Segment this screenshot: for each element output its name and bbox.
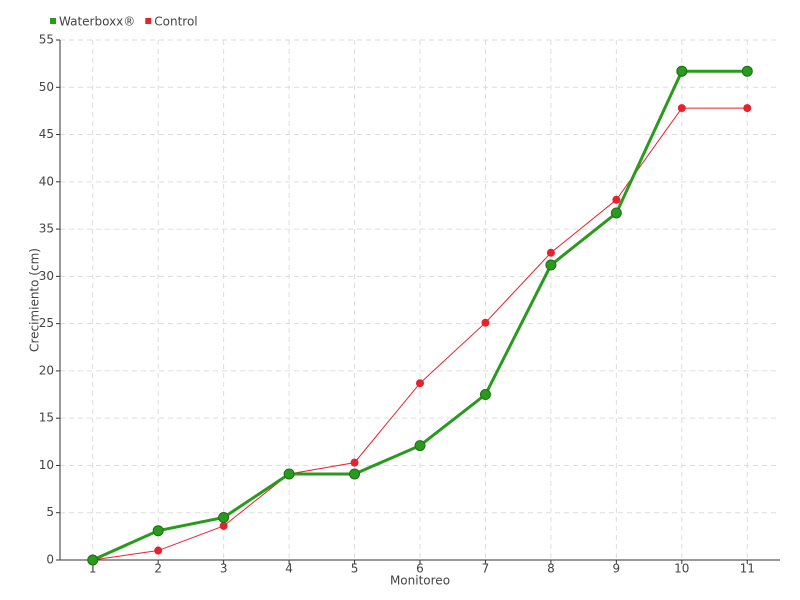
x-tick-label: 11 [740,562,755,576]
x-tick-label: 1 [89,562,97,576]
y-tick-label: 30 [39,269,54,283]
y-tick-label: 55 [39,33,54,47]
y-tick-label: 40 [39,174,54,188]
legend-swatch [50,18,56,24]
y-axis-label: Crecimiento (cm) [28,248,42,352]
data-point [610,207,622,219]
data-point [479,389,491,401]
x-tick-label: 5 [351,562,359,576]
y-tick-label: 20 [39,363,54,377]
series-line [92,69,748,562]
data-point [612,195,621,204]
data-point [677,104,686,113]
data-point [481,318,490,327]
data-point [743,104,752,113]
x-tick-label: 2 [154,562,162,576]
y-tick-label: 15 [39,411,54,425]
data-point [87,554,99,566]
x-tick-label: 8 [547,562,555,576]
x-tick-label: 3 [220,562,228,576]
x-tick-label: 6 [416,562,424,576]
data-point [154,546,163,555]
data-point [219,521,228,530]
legend-swatch [145,18,152,24]
data-point [545,259,557,271]
y-tick-label: 35 [39,222,54,236]
y-tick-label: 45 [39,127,54,141]
data-point [741,65,753,77]
data-point [676,65,688,77]
data-point [283,468,295,480]
data-point [416,379,424,388]
data-point [546,248,555,257]
data-point [218,511,230,523]
x-tick-label: 4 [285,562,293,576]
x-tick-label: 9 [613,562,621,576]
x-tick-label: 10 [674,562,689,576]
data-point [414,440,426,452]
data-point [350,458,359,467]
x-tick-label: 7 [482,562,490,576]
legend-label: Waterboxx® [59,15,135,29]
data-point [349,468,361,480]
y-tick-label: 50 [39,80,54,94]
y-tick-label: 10 [39,458,54,472]
y-tick-label: 25 [39,316,54,330]
y-tick-label: 5 [46,505,54,519]
x-axis-label: Monitoreo [390,574,450,588]
legend-label: Control [154,15,197,29]
data-point [152,525,164,537]
y-tick-label: 0 [46,553,54,567]
